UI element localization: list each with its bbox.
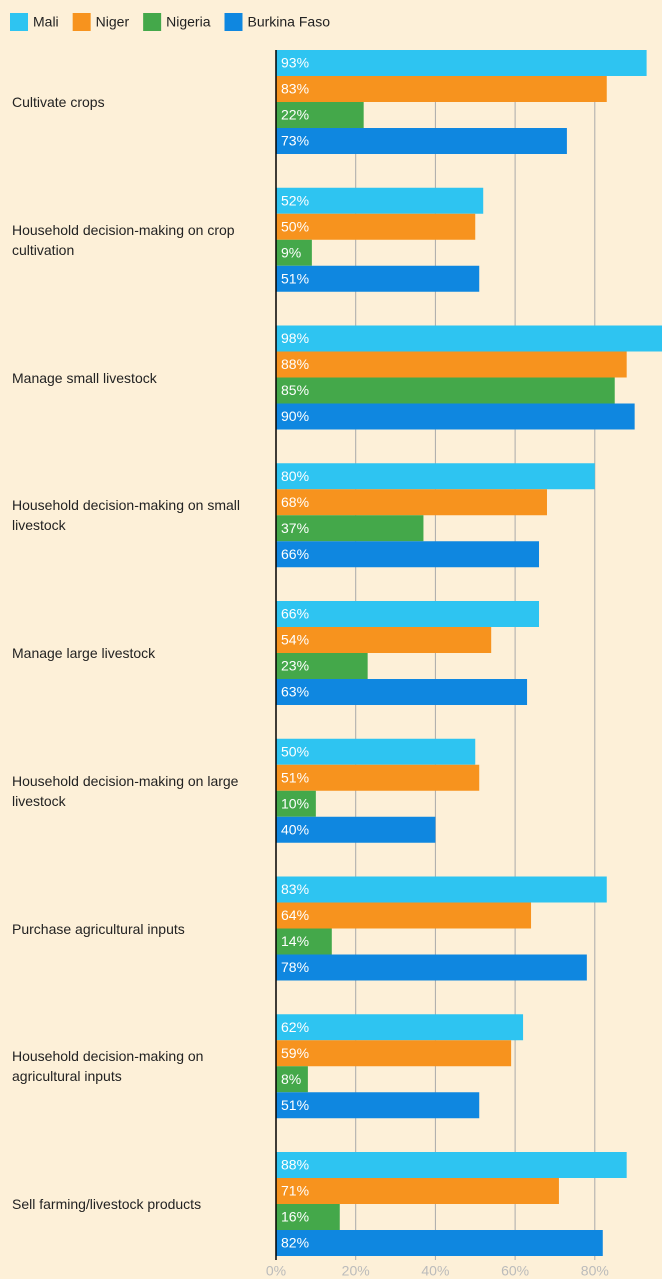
data-label: 98%	[281, 330, 309, 346]
legend-label: Niger	[96, 14, 130, 30]
category-label: Household decision-making on crop cultiv…	[12, 221, 235, 258]
bar	[276, 653, 368, 679]
bar	[276, 76, 607, 102]
data-label: 68%	[281, 494, 309, 510]
bar	[276, 377, 615, 404]
bar	[276, 102, 364, 128]
legend-label: Burkina Faso	[248, 14, 331, 30]
category-label: Cultivate crops	[12, 94, 105, 110]
bar	[276, 928, 332, 955]
data-label: 40%	[281, 821, 309, 837]
bar	[276, 790, 316, 817]
legend-swatch	[143, 13, 162, 31]
bar	[276, 627, 492, 653]
bar	[276, 128, 567, 154]
bar	[276, 50, 647, 76]
data-label: 83%	[281, 881, 309, 897]
data-label: 10%	[281, 795, 309, 811]
bar	[276, 876, 607, 903]
x-tick-label: 40%	[421, 1263, 449, 1279]
legend-swatch	[10, 13, 28, 31]
bar	[276, 1178, 559, 1204]
data-label: 71%	[281, 1183, 309, 1199]
data-label: 64%	[281, 907, 309, 923]
x-tick-label: 0%	[266, 1263, 286, 1279]
bar	[276, 489, 547, 516]
data-label: 50%	[281, 218, 309, 234]
bar	[276, 1204, 340, 1230]
bar	[276, 1066, 308, 1093]
legend-swatch	[224, 13, 243, 31]
legend-swatch	[72, 13, 91, 31]
bar	[276, 738, 476, 765]
data-label: 23%	[281, 658, 309, 674]
legend-label: Nigeria	[166, 14, 211, 30]
bar	[276, 213, 476, 240]
category-label: Purchase agricultural inputs	[12, 920, 185, 937]
data-label: 82%	[281, 1235, 309, 1251]
bar	[276, 764, 480, 791]
data-label: 66%	[281, 606, 309, 622]
category-label: Household decision-making on agricultura…	[12, 1048, 204, 1085]
bar	[276, 239, 312, 266]
bar	[276, 187, 484, 214]
category-label: Household decision-making on large lives…	[12, 772, 239, 809]
data-label: 80%	[281, 468, 309, 484]
bar	[276, 463, 595, 490]
data-label: 22%	[281, 107, 309, 123]
bar	[276, 902, 532, 929]
category-label: Sell farming/livestock products	[12, 1196, 202, 1212]
data-label: 51%	[281, 769, 309, 785]
bar	[276, 515, 424, 542]
x-tick-label: 80%	[581, 1263, 609, 1279]
data-label: 37%	[281, 520, 309, 536]
data-label: 90%	[281, 408, 309, 424]
data-label: 50%	[281, 743, 309, 759]
data-label: 16%	[281, 1209, 309, 1225]
data-label: 85%	[281, 382, 309, 398]
bar	[276, 325, 662, 352]
data-label: 93%	[281, 55, 309, 71]
x-tick-label: 60%	[501, 1263, 529, 1279]
bar	[276, 601, 540, 627]
x-tick-label: 20%	[342, 1263, 370, 1279]
bar	[276, 403, 635, 430]
legend-label: Mali	[33, 14, 59, 30]
data-label: 83%	[281, 81, 309, 97]
data-label: 51%	[281, 270, 309, 286]
data-label: 54%	[281, 632, 309, 648]
bar	[276, 1040, 512, 1067]
bar	[276, 1230, 603, 1256]
bar	[276, 351, 627, 378]
data-label: 8%	[281, 1071, 301, 1087]
data-label: 14%	[281, 933, 309, 949]
data-label: 52%	[281, 192, 309, 208]
data-label: 88%	[281, 356, 309, 372]
data-label: 9%	[281, 244, 301, 260]
data-label: 62%	[281, 1019, 309, 1035]
bar	[276, 541, 540, 568]
bar	[276, 1014, 524, 1041]
category-label: Household decision-making on small lives…	[12, 497, 241, 534]
category-label: Manage small livestock	[12, 369, 157, 386]
data-label: 63%	[281, 684, 309, 700]
data-label: 59%	[281, 1045, 309, 1061]
bar	[276, 954, 587, 981]
data-label: 88%	[281, 1157, 309, 1173]
data-label: 51%	[281, 1097, 309, 1113]
bar	[276, 265, 480, 292]
category-label: Manage large livestock	[12, 645, 156, 661]
bar	[276, 679, 528, 705]
bar	[276, 1092, 480, 1119]
data-label: 78%	[281, 959, 309, 975]
bar	[276, 816, 436, 843]
data-label: 73%	[281, 133, 309, 149]
data-label: 66%	[281, 546, 309, 562]
bar	[276, 1152, 627, 1178]
